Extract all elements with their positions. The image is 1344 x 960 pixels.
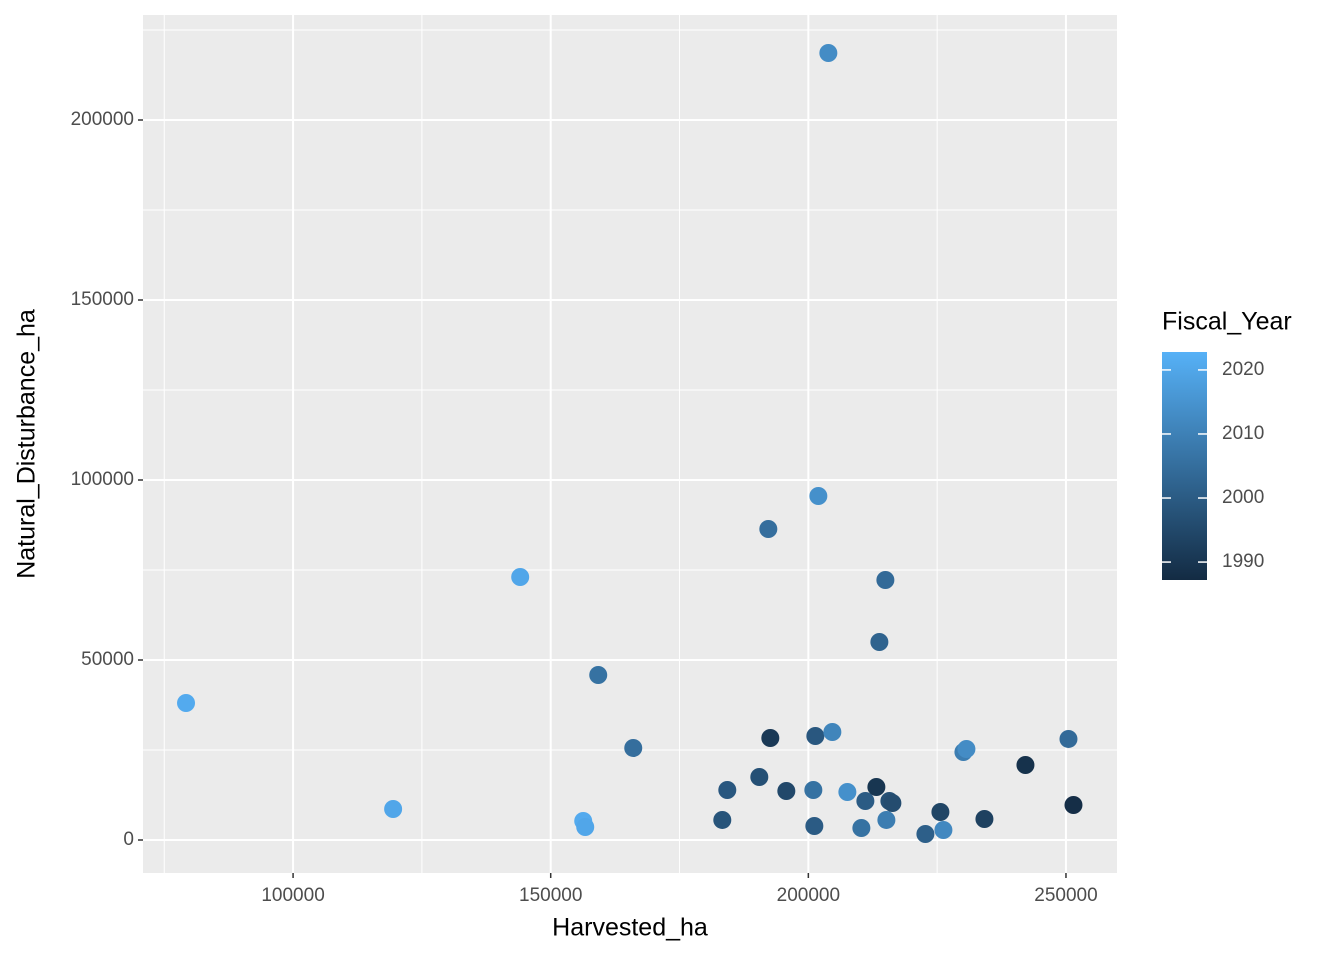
point [589, 666, 608, 685]
point [713, 810, 732, 829]
legend-label: 1990 [1222, 551, 1264, 572]
point [777, 781, 796, 800]
point [819, 44, 838, 63]
point [852, 819, 871, 838]
legend-title: Fiscal_Year [1162, 308, 1292, 336]
point [867, 777, 886, 796]
point [511, 567, 530, 586]
point [870, 632, 889, 651]
x-axis-title: Harvested_ha [552, 914, 708, 942]
y-axis-title: Natural_Disturbance_ha [13, 309, 41, 579]
point [823, 722, 842, 741]
point [761, 729, 780, 748]
point [957, 739, 976, 758]
point [750, 767, 769, 786]
point [916, 824, 935, 843]
point [177, 693, 196, 712]
x-tick-label: 250000 [1034, 885, 1097, 906]
point [876, 571, 895, 590]
legend-label: 2020 [1222, 359, 1264, 380]
point [804, 780, 823, 799]
legend-label: 2000 [1222, 487, 1264, 508]
point [576, 817, 595, 836]
x-tick-label: 150000 [519, 885, 582, 906]
point [806, 726, 825, 745]
y-tick-label: 0 [123, 829, 134, 850]
point [877, 810, 896, 829]
point [718, 780, 737, 799]
point [1064, 795, 1083, 814]
point [805, 816, 824, 835]
legend-label: 2010 [1222, 423, 1264, 444]
point [759, 519, 778, 538]
y-tick-label: 50000 [81, 649, 134, 670]
point [931, 802, 950, 821]
point [624, 738, 643, 757]
point [934, 820, 953, 839]
y-tick-label: 100000 [71, 469, 134, 490]
point [809, 486, 828, 505]
panel [143, 15, 1117, 873]
point [1016, 756, 1035, 775]
point [883, 793, 902, 812]
point [838, 783, 857, 802]
x-tick-label: 200000 [777, 885, 840, 906]
point [975, 810, 994, 829]
x-tick-label: 100000 [261, 885, 324, 906]
point [384, 799, 403, 818]
y-tick-label: 200000 [71, 109, 134, 130]
color-bar [1162, 352, 1207, 580]
y-tick-label: 150000 [71, 289, 134, 310]
point [1059, 729, 1078, 748]
point [856, 792, 875, 811]
